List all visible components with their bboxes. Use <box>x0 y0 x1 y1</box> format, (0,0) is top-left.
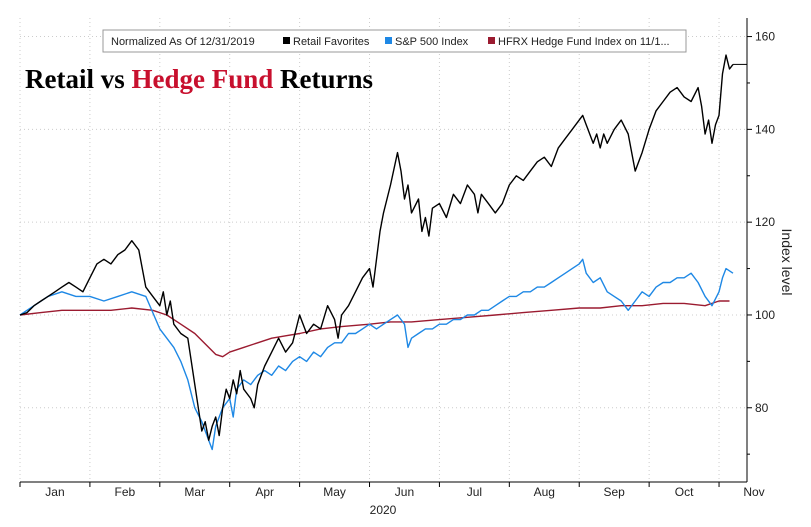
y-axis-ticks: 80 100 120 140 160 <box>747 30 775 455</box>
legend: Normalized As Of 12/31/2019 Retail Favor… <box>102 29 687 53</box>
legend-label-retail: Retail Favorites <box>293 36 370 48</box>
x-tick-label: May <box>323 485 346 499</box>
x-tick-label: Sep <box>604 485 626 499</box>
x-axis-title: 2020 <box>370 503 397 517</box>
series-line-retail <box>19 54 734 441</box>
x-tick-label: Jan <box>45 485 64 499</box>
legend-label-sp500: S&P 500 Index <box>395 36 469 48</box>
y-tick-label: 80 <box>755 401 769 415</box>
y-tick-label: 140 <box>755 122 775 136</box>
x-tick-label: Aug <box>534 485 555 499</box>
y-tick-label: 160 <box>755 30 775 44</box>
gridlines <box>19 18 747 482</box>
title-part-2: Hedge Fund <box>131 64 273 94</box>
x-tick-label: Mar <box>184 485 205 499</box>
title-part-1: Retail vs <box>25 64 131 94</box>
x-tick-label: Oct <box>675 485 694 499</box>
legend-swatch-retail <box>283 37 290 44</box>
x-tick-label: Feb <box>115 485 136 499</box>
chart-title: Retail vs Hedge Fund Returns <box>25 64 373 94</box>
legend-swatch-hfrx <box>488 37 495 44</box>
legend-note: Normalized As Of 12/31/2019 <box>111 36 255 48</box>
series-line-hfrx <box>19 300 730 358</box>
x-tick-label: Jul <box>467 485 482 499</box>
series-line-sp500 <box>19 258 734 451</box>
series-lines <box>19 54 734 451</box>
x-tick-label: Apr <box>255 485 274 499</box>
y-axis-title: Index level <box>779 229 795 296</box>
x-axis-ticks: Jan Feb Mar Apr May Jun Jul Aug Sep Oct Nov <box>19 482 765 499</box>
legend-box <box>102 29 687 53</box>
x-tick-label: Jun <box>395 485 414 499</box>
y-tick-label: 120 <box>755 215 775 229</box>
legend-swatch-sp500 <box>385 37 392 44</box>
y-tick-label: 100 <box>755 308 775 322</box>
x-tick-label: Nov <box>743 485 764 499</box>
legend-label-hfrx: HFRX Hedge Fund Index on 11/1... <box>498 36 670 48</box>
title-part-3: Returns <box>280 64 373 94</box>
